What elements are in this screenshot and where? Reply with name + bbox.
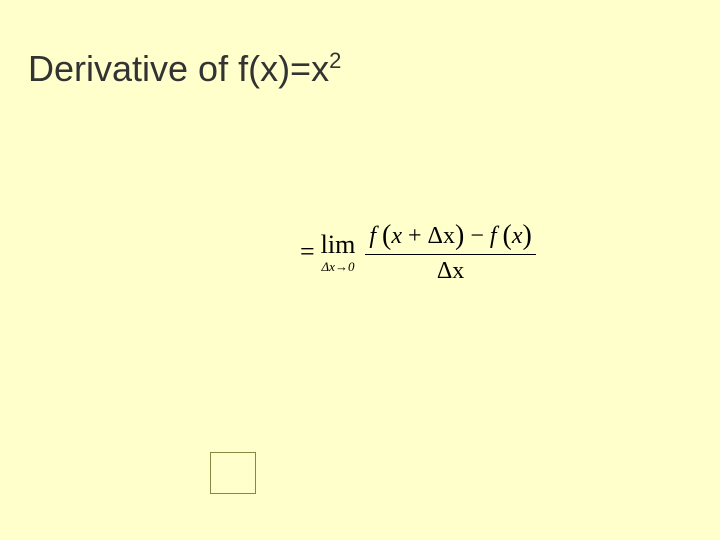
lim-text: lim — [321, 232, 356, 258]
equals-sign: = — [300, 237, 315, 267]
numerator: f (x + Δx) − f (x) — [365, 220, 536, 254]
num-arg1b: Δx — [428, 223, 455, 249]
placeholder-box — [210, 452, 256, 494]
num-arg1a: x — [391, 223, 402, 249]
num-minus: − — [470, 223, 484, 249]
num-rparen1: ) — [455, 220, 464, 251]
num-f1: f — [369, 223, 376, 249]
fraction: f (x + Δx) − f (x) Δx — [365, 220, 536, 284]
limit-operator: lim Δx→0 — [321, 232, 356, 273]
title-exponent: 2 — [329, 48, 341, 73]
num-lparen1: ( — [382, 220, 391, 251]
derivative-formula: = lim Δx→0 f (x + Δx) − f (x) Δx — [300, 220, 536, 284]
num-plus: + — [408, 223, 422, 249]
num-rparen2: ) — [523, 220, 532, 251]
num-f2: f — [490, 223, 497, 249]
slide-title: Derivative of f(x)=x2 — [28, 48, 341, 90]
num-arg2: x — [512, 223, 523, 249]
denominator: Δx — [365, 254, 536, 284]
num-lparen2: ( — [503, 220, 512, 251]
title-text: Derivative of f(x)=x — [28, 48, 329, 89]
lim-subscript: Δx→0 — [322, 260, 355, 273]
